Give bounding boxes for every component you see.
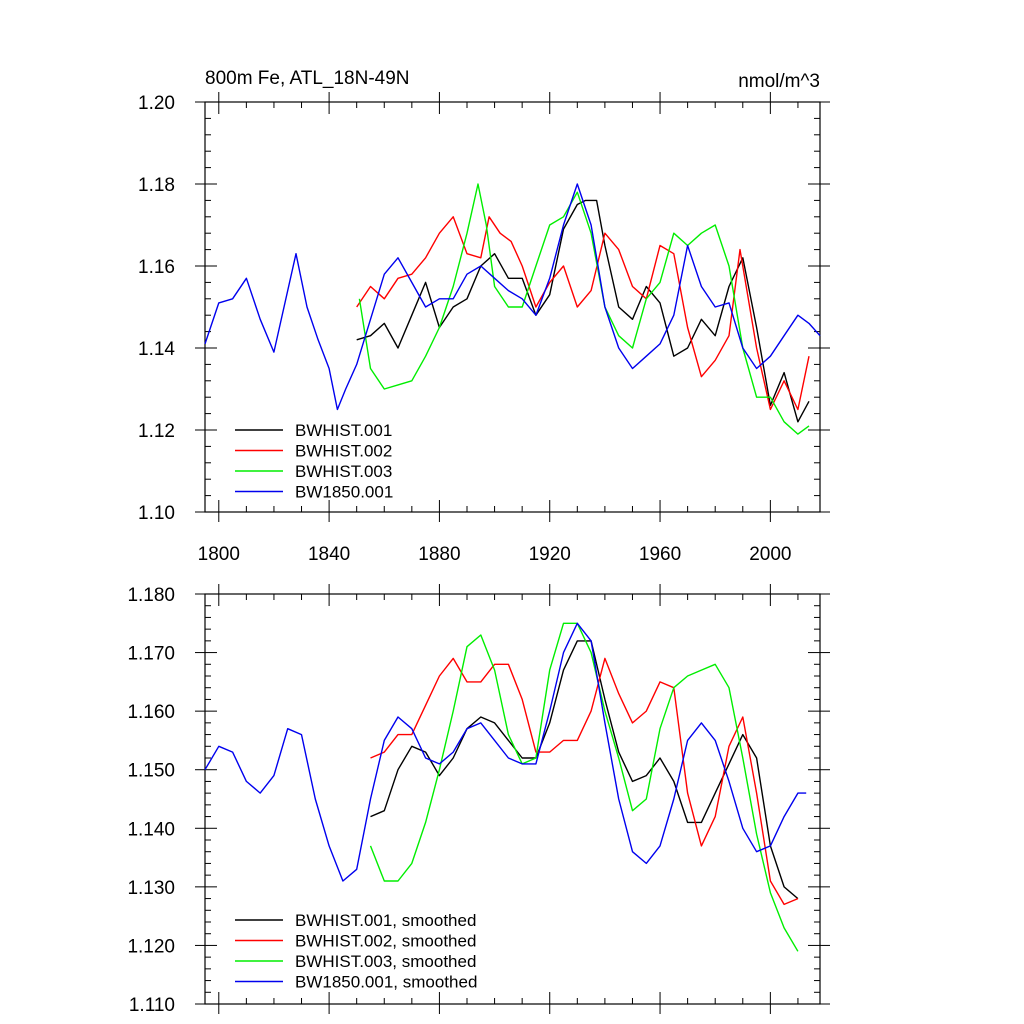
bottom-y-tick-label: 1.130 [127,878,175,899]
bottom-series-2-line [370,657,799,906]
bottom-axes: 1.110 1.120 1.130 1.140 1.150 1.160 1.170 1.180 [127,584,830,1016]
top-y-tick-label: 1.12 [138,421,175,442]
top-series-1-line [356,199,810,423]
bottom-y-tick-label: 1.140 [127,819,175,840]
top-series-3-line [358,183,810,435]
bottom-legend-label-1: BWHIST.001, smoothed [295,911,476,930]
top-x-tick-label: 1800 [198,544,240,565]
bottom-y-tick-label: 1.150 [127,761,175,782]
top-x-tick-label: 1960 [639,544,681,565]
top-axes: 1.10 1.12 1.14 1.16 1.18 1.20 1800 1840 1880 1920… [138,92,830,565]
top-series-2-line [356,216,810,411]
top-legend-label-1: BWHIST.001 [295,421,392,440]
top-legend-label-3: BWHIST.003 [295,462,392,481]
top-y-tick-label: 1.18 [138,175,175,196]
bottom-plot-frame [204,593,821,1005]
top-plot-frame [204,101,821,513]
bottom-series-4-line [204,622,807,882]
top-panel-units: nmol/m^3 [738,71,820,92]
top-panel-title: 800m Fe, ATL_18N-49N [205,68,410,89]
bottom-legend-label-3: BWHIST.003, smoothed [295,952,476,971]
top-y-tick-label: 1.14 [138,339,175,360]
top-legend-label-4: BW1850.001 [295,483,393,502]
top-x-tick-label: 1920 [529,544,571,565]
bottom-y-tick-label: 1.180 [127,585,175,606]
bottom-legend-label-2: BWHIST.002, smoothed [295,932,476,951]
bottom-series-layer [204,622,807,952]
top-y-tick-label: 1.10 [138,503,175,524]
top-series-layer [204,183,821,435]
top-series-4-line [204,183,821,411]
top-legend-label-2: BWHIST.002 [295,442,392,461]
top-panel: 800m Fe, ATL_18N-49N nmol/m^3 1.101.121.… [138,68,830,565]
top-x-tick-label: 1880 [418,544,460,565]
top-y-tick-label: 1.16 [138,257,175,278]
bottom-y-tick-label: 1.170 [127,644,175,665]
bottom-series-1-line [370,640,799,900]
bottom-y-tick-label: 1.160 [127,702,175,723]
bottom-legend-label-4: BW1850.001, smoothed [295,973,477,992]
bottom-panel: 1.110 1.120 1.130 1.140 1.150 1.160 1.170 1.180… [127,584,830,1016]
bottom-legend: BWHIST.001, smoothed BWHIST.002, smoothed… [235,911,477,992]
top-x-tick-label: 1840 [308,544,350,565]
bottom-series-3-line [369,622,799,952]
bottom-y-tick-label: 1.120 [127,936,175,957]
bottom-y-tick-label: 1.110 [129,995,175,1016]
top-x-tick-label: 2000 [749,544,791,565]
top-y-tick-label: 1.20 [138,93,175,114]
